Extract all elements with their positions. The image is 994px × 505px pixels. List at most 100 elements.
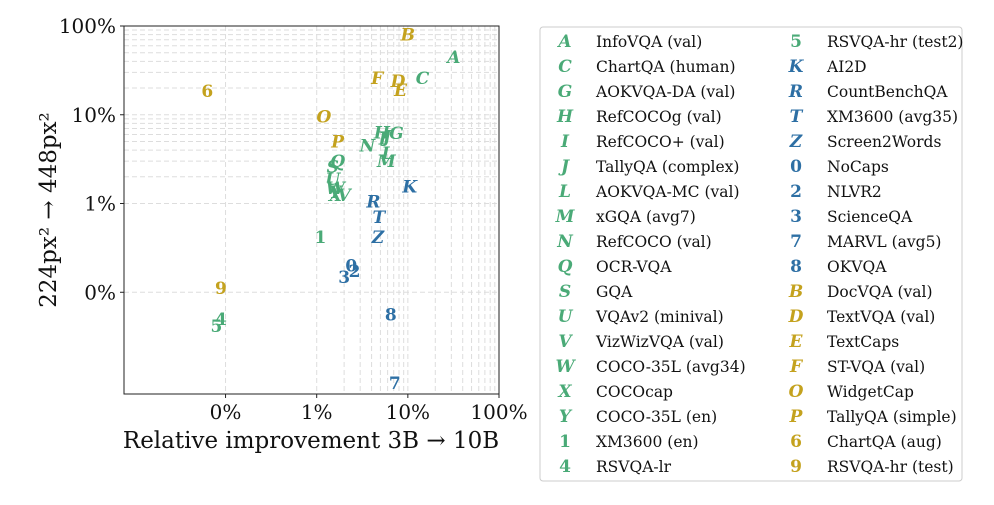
x-tick-label: 1% (301, 400, 333, 424)
legend-label: COCOcap (596, 383, 673, 401)
grid (124, 25, 500, 394)
data-point-9: 9 (215, 279, 227, 299)
legend-frame (539, 26, 963, 482)
legend-label: NLVR2 (827, 183, 882, 201)
data-point-3: 3 (338, 268, 350, 288)
legend-label: ScienceQA (827, 208, 913, 226)
legend-marker-2: 2 (790, 182, 802, 202)
legend-marker-r: R (788, 82, 803, 102)
legend: A InfoVQA (val) C ChartQA (human) G AOKVQA-DA… (539, 26, 964, 482)
legend-label: VQAv2 (minival) (595, 308, 724, 326)
data-point-7: 7 (389, 374, 401, 394)
legend-marker-o: O (789, 382, 804, 402)
legend-label: RSVQA-hr (test2) (827, 33, 963, 51)
legend-label: COCO-35L (en) (596, 408, 717, 426)
data-point-i: I (378, 130, 388, 150)
legend-marker-y: Y (559, 407, 573, 427)
x-tick-label: 0% (210, 400, 242, 424)
legend-label: Screen2Words (827, 133, 941, 151)
legend-label: RefCOCO (val) (596, 233, 712, 251)
data-point-g: G (389, 124, 404, 144)
legend-label: xGQA (avg7) (596, 208, 696, 226)
legend-marker-n: N (556, 232, 574, 252)
data-point-v: V (338, 186, 353, 206)
data-point-e: E (393, 81, 408, 101)
legend-marker-j: J (558, 157, 570, 177)
data-point-p: P (330, 132, 345, 152)
data-point-8: 8 (385, 305, 397, 325)
data-point-5: 5 (211, 317, 223, 337)
legend-label: TallyQA (complex) (596, 158, 739, 176)
legend-label: OCR-VQA (596, 258, 672, 276)
legend-marker-1: 1 (559, 432, 571, 452)
legend-label: OKVQA (827, 258, 887, 276)
y-tick-label: 1% (84, 192, 116, 216)
legend-label: RefCOCO+ (val) (596, 133, 725, 151)
legend-marker-t: T (790, 107, 804, 127)
data-point-z: Z (371, 228, 385, 248)
data-point-n: N (359, 137, 377, 157)
axis-ticks: 0% 1% 10% 100% 0% 1% 10% 100% (59, 14, 528, 424)
y-tick-label: 0% (84, 280, 116, 304)
legend-marker-7: 7 (790, 232, 802, 252)
x-tick-label: 10% (386, 400, 430, 424)
data-point-c: C (416, 69, 430, 89)
data-point-q: Q (330, 152, 345, 172)
data-point-o: O (317, 108, 332, 128)
legend-marker-c: C (558, 57, 572, 77)
legend-label: XM3600 (avg35) (827, 108, 958, 126)
legend-marker-p: P (789, 407, 804, 427)
legend-entries: A InfoVQA (val) C ChartQA (human) G AOKVQA-DA… (555, 32, 964, 477)
data-point-h: H (373, 124, 391, 144)
legend-marker-u: U (558, 307, 574, 327)
data-point-2: 2 (349, 262, 361, 282)
legend-marker-i: I (560, 132, 570, 152)
legend-label: DocVQA (val) (827, 283, 933, 301)
data-point-m: M (376, 152, 397, 172)
data-point-b: B (400, 26, 415, 46)
legend-label: ChartQA (aug) (827, 433, 942, 451)
data-point-6: 6 (201, 82, 213, 102)
legend-label: TextVQA (val) (827, 308, 935, 326)
data-point-w: W (326, 179, 347, 199)
legend-label: MARVL (avg5) (827, 233, 941, 251)
plot-frame (123, 25, 500, 395)
legend-marker-m: M (555, 207, 576, 227)
legend-marker-v: V (558, 332, 573, 352)
legend-marker-h: H (556, 107, 574, 127)
legend-marker-g: G (558, 82, 573, 102)
legend-marker-e: E (789, 332, 804, 352)
data-point-s: S (327, 158, 339, 178)
legend-marker-8: 8 (790, 257, 802, 277)
data-point-x: X (328, 186, 343, 206)
data-point-l: L (381, 144, 394, 164)
legend-label: CountBenchQA (827, 83, 948, 101)
data-point-d: D (390, 72, 406, 92)
legend-label: AOKVQA-DA (val) (595, 83, 735, 101)
legend-label: RSVQA-lr (596, 458, 672, 476)
legend-marker-w: W (555, 357, 576, 377)
data-point-4: 4 (215, 310, 227, 330)
legend-marker-l: L (558, 182, 571, 202)
legend-marker-4: 4 (559, 457, 571, 477)
y-axis-title: 224px² → 448px² (36, 112, 62, 308)
data-point-t: T (372, 208, 386, 228)
legend-marker-q: Q (558, 257, 573, 277)
data-point-f: F (370, 69, 385, 89)
legend-marker-0: 0 (790, 157, 802, 177)
data-point-0: 0 (345, 257, 357, 277)
data-point-y: Y (329, 183, 343, 203)
legend-marker-b: B (788, 282, 803, 302)
y-tick-label: 100% (59, 14, 116, 38)
legend-label: InfoVQA (val) (596, 33, 702, 51)
legend-marker-k: K (788, 57, 805, 77)
legend-marker-a: A (556, 32, 571, 52)
legend-label: RefCOCOg (val) (596, 108, 722, 126)
legend-label: AI2D (826, 58, 867, 76)
legend-marker-9: 9 (790, 457, 802, 477)
legend-marker-d: D (788, 307, 804, 327)
legend-label: ChartQA (human) (596, 58, 736, 76)
legend-label: GQA (596, 283, 633, 301)
